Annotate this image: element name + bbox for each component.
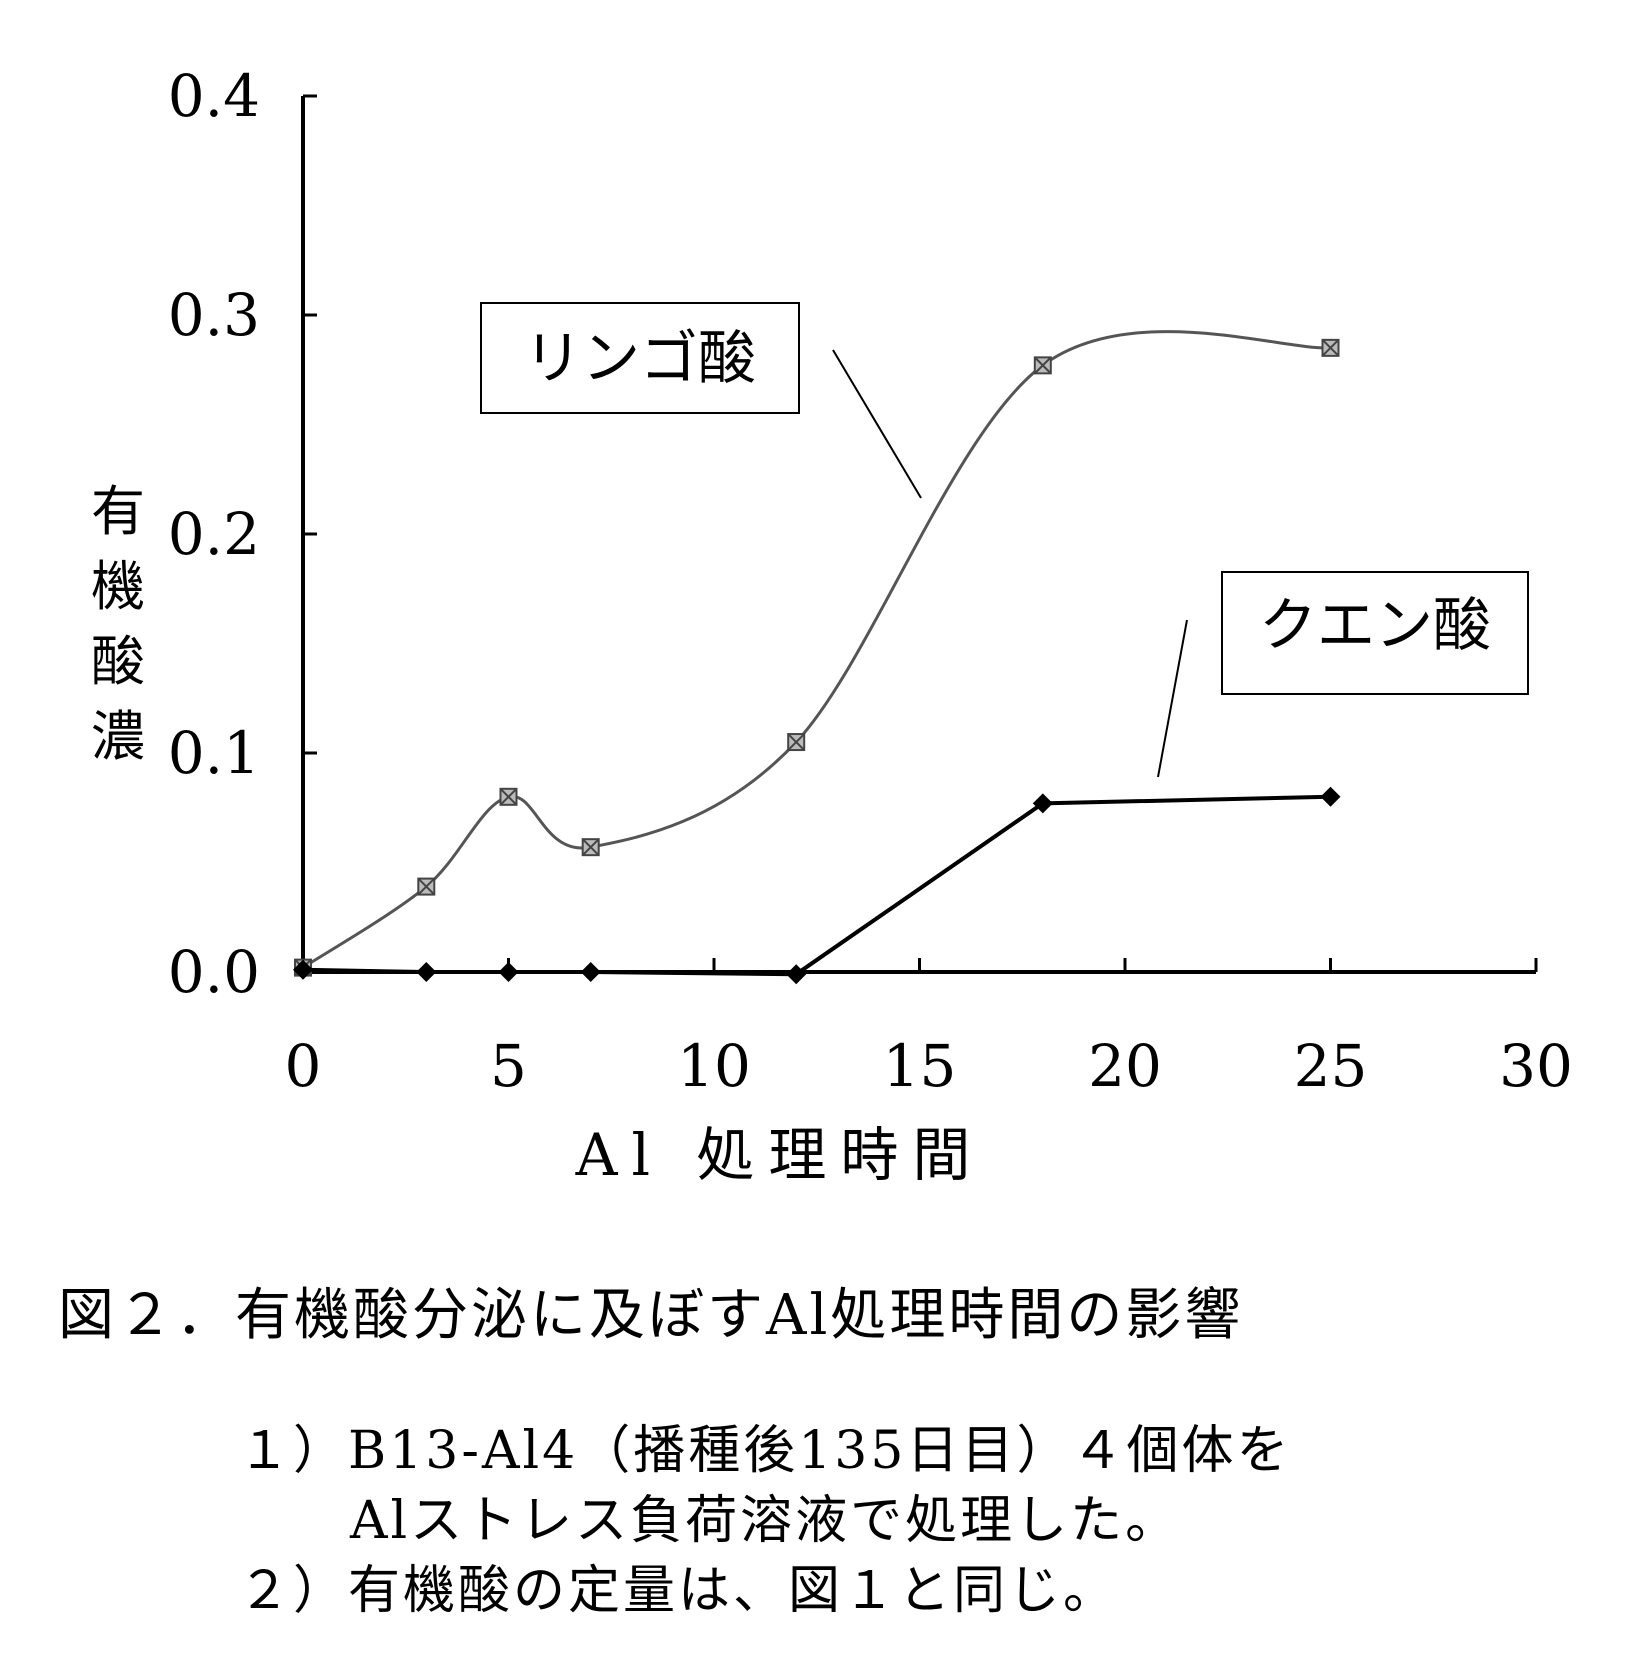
y-axis-ticks: 0.0 0.1 0.2 0.3 0.4 [168,62,317,1006]
data-point-hatch [787,733,805,751]
y-axis-label-char: 濃 [91,705,145,768]
y-axis-label-char: 有 [91,480,145,543]
data-point-marker [786,964,807,985]
series-1 [293,786,1341,985]
x-tick-label: 25 [1294,1032,1368,1100]
data-point-marker [498,962,519,982]
y-tick-label: 0.4 [168,62,260,130]
annotation-leader-citric-acid [1157,619,1188,778]
caption-note-1: １）B13-Al4（播種後135日目）４個体を [238,1421,1292,1481]
data-point-marker [1320,786,1341,807]
x-tick-label: 15 [883,1032,957,1100]
x-axis-ticks: 0 5 10 15 20 25 30 [285,958,1573,1100]
x-tick-label: 0 [285,1032,322,1100]
x-tick-label: 5 [490,1032,527,1100]
caption-note-2: ２）有機酸の定量は、図１と同じ。 [238,1561,1119,1621]
y-tick-label: 0.2 [168,500,260,568]
annotation-box-malic-acid [480,302,800,414]
series-0 [294,330,1340,977]
data-point-hatch [417,877,436,896]
chart-axes [301,96,1536,974]
data-point-marker [580,962,601,982]
annotation-label-malic-acid: リンゴ酸 [524,324,756,392]
y-tick-label: 0.0 [168,938,260,1006]
annotation-label-citric-acid: クエン酸 [1259,591,1491,659]
x-tick-label: 30 [1499,1032,1573,1100]
x-axis-label: Al 処理時間 [575,1121,985,1189]
series-line [302,794,1331,977]
series-layer [293,330,1341,985]
data-point-hatch [499,788,518,806]
annotation-malic-acid: リンゴ酸 [480,302,922,499]
data-point-marker [1032,793,1053,814]
y-axis-label-char: 機 [91,555,145,618]
series-line [302,330,1331,969]
data-point-marker [416,962,437,982]
annotation-box-citric-acid [1221,571,1529,695]
y-tick-label: 0.1 [168,719,260,787]
data-point-marker [293,959,313,980]
x-tick-label: 20 [1088,1032,1162,1100]
caption-note-1-continued: Alストレス負荷溶液で処理した。 [350,1491,1181,1551]
x-tick-label: 10 [677,1032,751,1100]
annotation-leader-malic-acid [832,349,922,499]
y-axis-label-char: 酸 [91,630,145,693]
y-tick-label: 0.3 [168,281,260,349]
data-point-hatch [1321,339,1340,357]
data-point-hatch [1034,356,1052,375]
figure-caption: 図２．有機酸分泌に及ぼすAl処理時間の影響 [58,1283,1244,1348]
annotation-citric-acid: クエン酸 [1157,571,1529,778]
data-point-hatch [581,838,600,856]
